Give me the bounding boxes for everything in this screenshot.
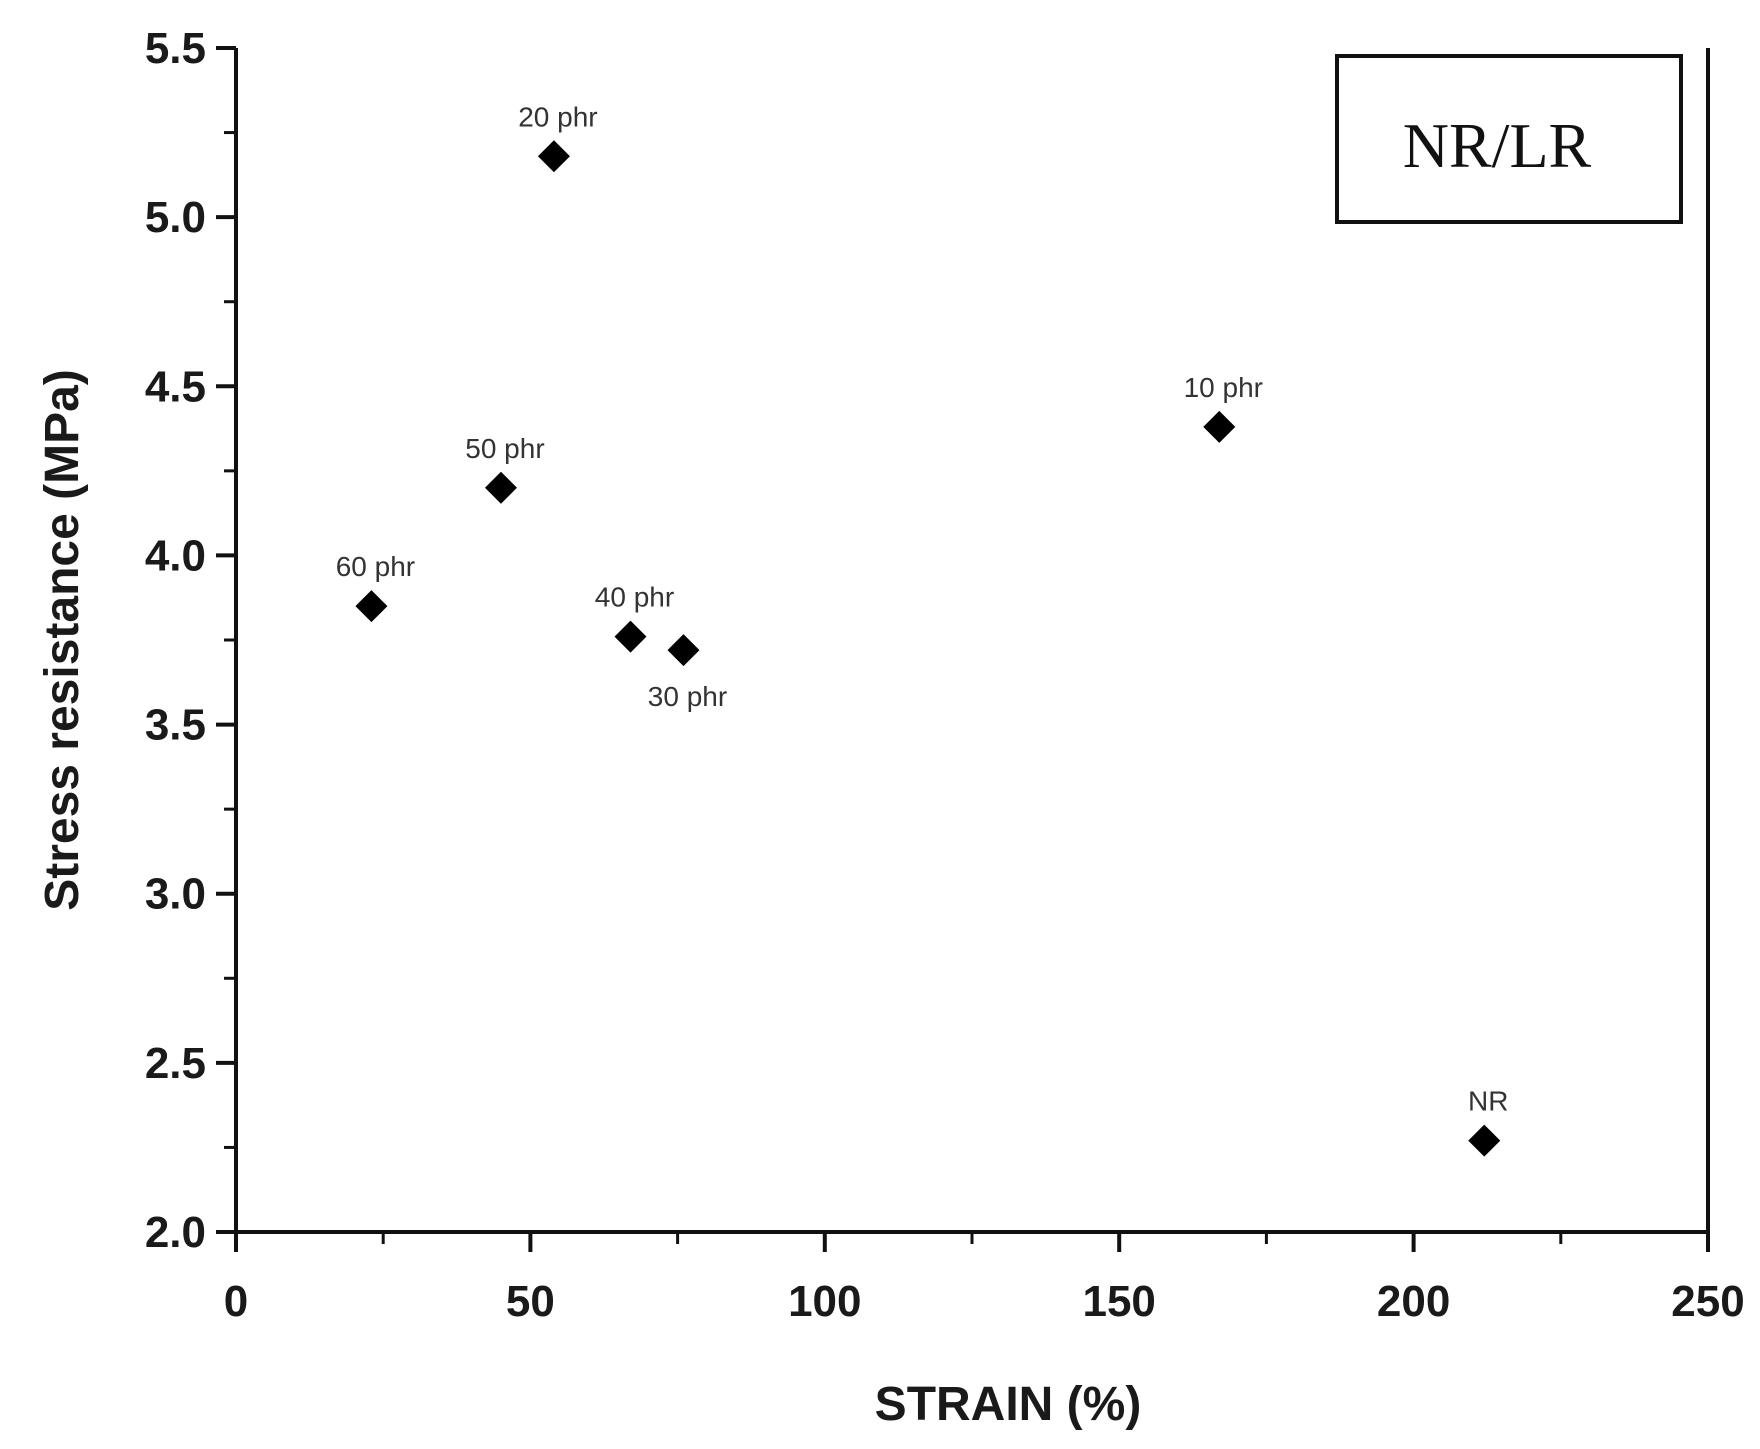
y-tick-label: 3.0 xyxy=(145,870,206,919)
data-point-marker xyxy=(1468,1124,1501,1157)
data-points: 20 phr 10 phr 50 phr 60 phr 40 phr 30 phr NR xyxy=(336,101,1508,1157)
y-tick-label: 3.5 xyxy=(145,701,206,750)
x-tick-label: 150 xyxy=(1082,1277,1155,1326)
data-point-marker xyxy=(667,634,700,667)
plot-area xyxy=(234,48,1710,1234)
x-tick-label: 100 xyxy=(788,1277,861,1326)
data-point-marker xyxy=(355,590,388,623)
x-axis-title: STRAIN (%) xyxy=(875,1378,1142,1431)
legend-label: NR/LR xyxy=(1403,110,1592,181)
data-point-label: 40 phr xyxy=(595,582,674,613)
x-tick-label: 0 xyxy=(224,1277,248,1326)
y-tick-label: 2.0 xyxy=(145,1208,206,1257)
data-point-marker xyxy=(614,620,647,653)
data-point-marker xyxy=(537,140,570,173)
y-tick-label: 2.5 xyxy=(145,1039,206,1088)
data-point-label: 10 phr xyxy=(1184,372,1263,403)
x-tick-label: 250 xyxy=(1671,1277,1744,1326)
legend-frame xyxy=(1335,54,1683,224)
data-point-label: 50 phr xyxy=(465,433,544,464)
y-tick-label: 4.0 xyxy=(145,531,206,580)
data-point-label: NR xyxy=(1468,1086,1508,1117)
y-axis: 2.0 2.5 3.0 3.5 4.0 4.5 5.0 5.5 xyxy=(145,24,236,1257)
data-point-label: 60 phr xyxy=(336,551,415,582)
data-point-marker xyxy=(484,471,517,504)
y-tick-label: 5.5 xyxy=(145,24,206,73)
y-tick-label: 4.5 xyxy=(145,362,206,411)
y-axis-title: Stress resistance (MPa) xyxy=(36,369,89,911)
x-tick-label: 200 xyxy=(1377,1277,1450,1326)
y-tick-label: 5.0 xyxy=(145,193,206,242)
x-axis: 0 50 100 150 200 250 xyxy=(224,1232,1745,1326)
data-point-label: 30 phr xyxy=(648,681,727,712)
x-tick-label: 50 xyxy=(506,1277,555,1326)
data-point-marker xyxy=(1203,410,1236,443)
legend-box: NR/LR xyxy=(1335,54,1683,224)
data-point-label: 20 phr xyxy=(518,101,597,132)
